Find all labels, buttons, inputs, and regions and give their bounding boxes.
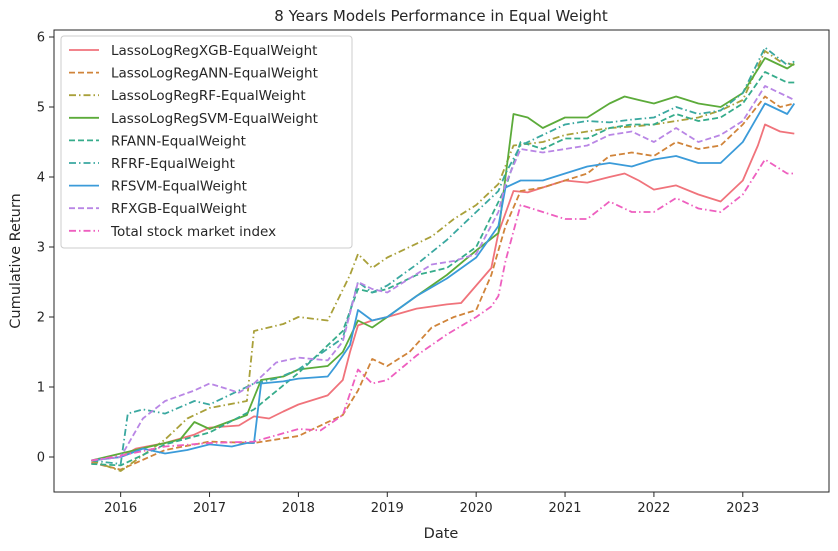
legend-label: RFXGB-EqualWeight: [111, 201, 247, 217]
x-tick-label: 2020: [460, 501, 493, 516]
y-tick-label: 4: [37, 171, 45, 186]
x-tick-label: 2023: [726, 501, 759, 516]
legend-label: LassoLogRegRF-EqualWeight: [111, 88, 306, 104]
y-tick-label: 3: [37, 241, 45, 256]
series-line-8: [91, 85, 795, 462]
series-line-5: [91, 71, 795, 467]
x-tick-label: 2016: [104, 501, 137, 516]
legend: LassoLogRegXGB-EqualWeight LassoLogRegANN…: [60, 35, 353, 249]
y-axis-label: Cumulative Return: [8, 193, 24, 328]
series-lines: [90, 46, 796, 472]
x-tick-label: 2017: [193, 501, 226, 516]
x-axis: 2016 2017 2018 2019 2020 2021 2022 2023: [104, 492, 759, 516]
legend-label: RFANN-EqualWeight: [111, 133, 246, 149]
legend-label: LassoLogRegSVM-EqualWeight: [111, 111, 318, 127]
legend-box: [60, 35, 353, 249]
series-line-1: [91, 123, 795, 462]
y-tick-label: 2: [37, 311, 45, 326]
x-tick-label: 2018: [282, 501, 315, 516]
y-tick-label: 6: [37, 31, 45, 46]
chart-title: 8 Years Models Performance in Equal Weig…: [274, 7, 608, 25]
x-tick-label: 2021: [548, 501, 581, 516]
legend-label: LassoLogRegANN-EqualWeight: [111, 66, 318, 82]
series-line-2: [91, 95, 795, 471]
x-tick-label: 2022: [637, 501, 670, 516]
y-tick-label: 1: [37, 381, 45, 396]
series-line-3: [90, 50, 795, 472]
series-line-4: [91, 57, 795, 462]
series-line-6: [91, 46, 795, 465]
series-line-7: [91, 102, 796, 462]
y-tick-label: 5: [37, 101, 45, 116]
legend-label: LassoLogRegXGB-EqualWeight: [111, 43, 317, 59]
legend-label: RFSVM-EqualWeight: [111, 179, 247, 195]
x-tick-label: 2019: [371, 501, 404, 516]
y-tick-label: 0: [37, 451, 45, 466]
legend-label: Total stock market index: [110, 224, 276, 240]
series-line-9: [91, 158, 795, 462]
plot-frame: [53, 29, 830, 493]
x-axis-label: Date: [424, 526, 459, 542]
legend-label: RFRF-EqualWeight: [111, 156, 235, 172]
y-axis: 0 1 2 3 4 5 6: [37, 31, 54, 466]
